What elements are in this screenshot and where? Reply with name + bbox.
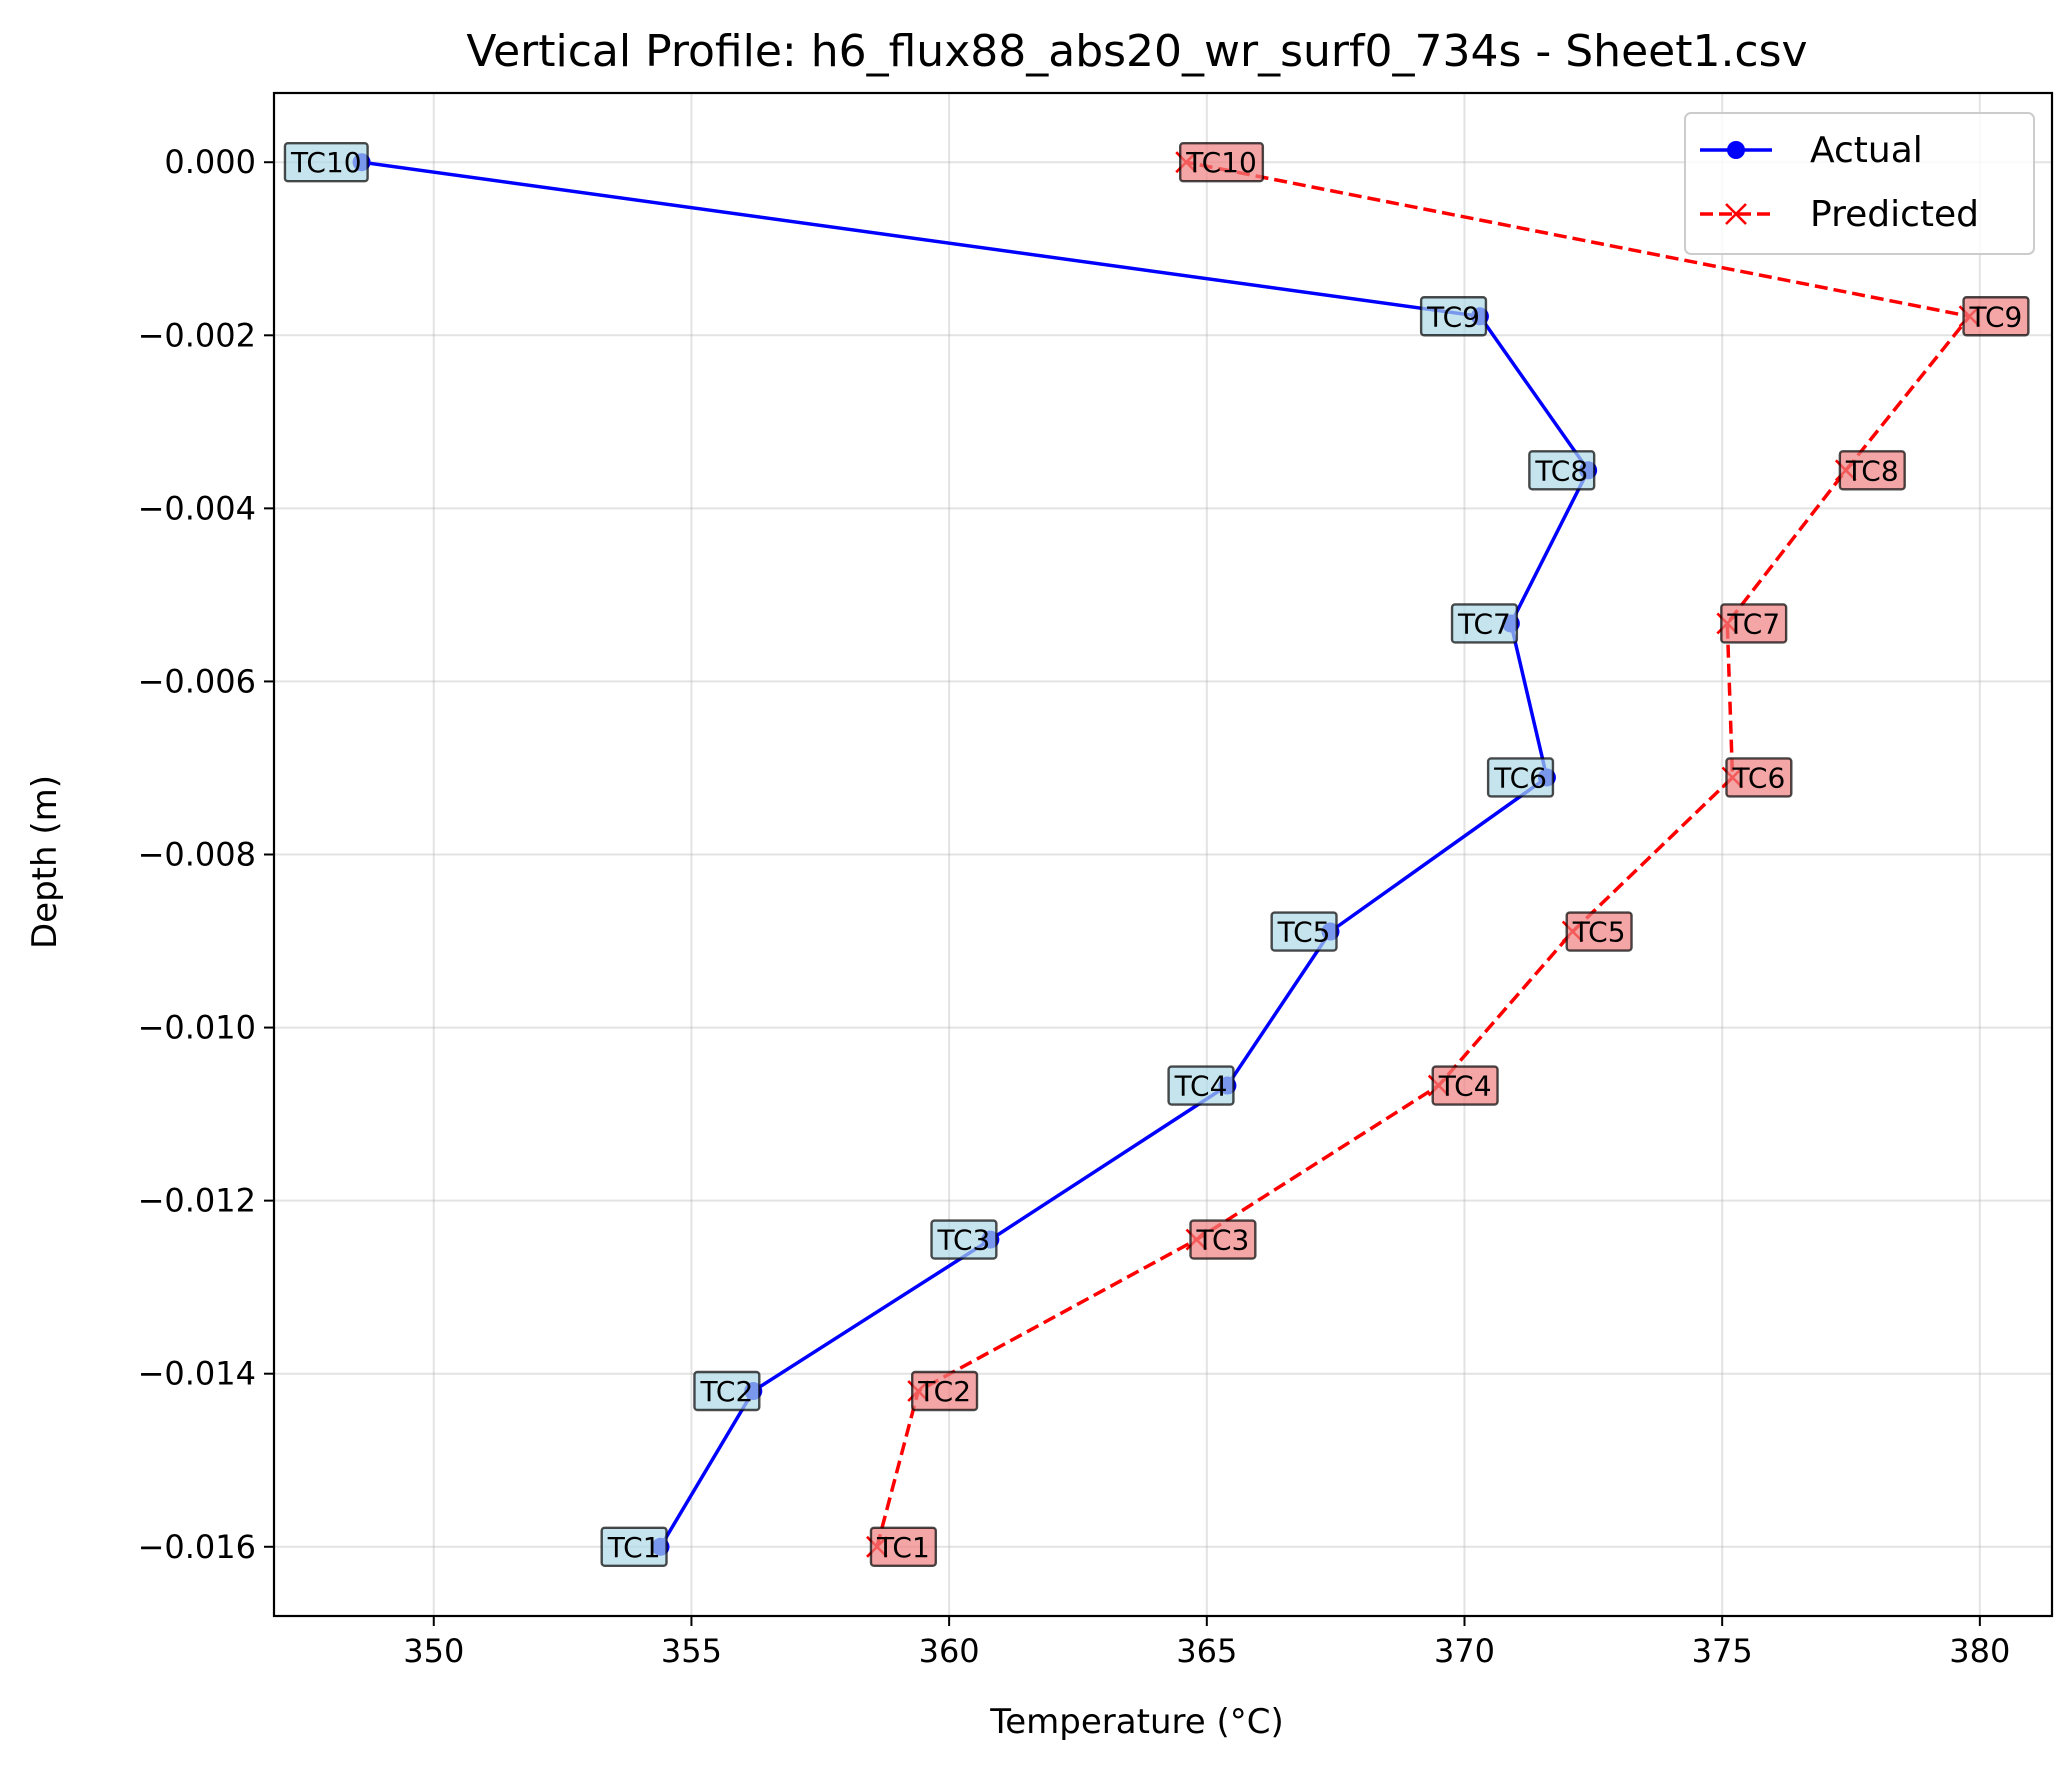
actual-point-label-box xyxy=(930,1219,998,1260)
legend-predicted-marker xyxy=(1725,203,1747,225)
predicted-point-label-box xyxy=(1838,450,1906,491)
legend-predicted-label: Predicted xyxy=(1810,194,1979,235)
predicted-series-line xyxy=(875,160,1972,1548)
legend-actual-label: Actual xyxy=(1810,130,1923,171)
legend: Actual Predicted xyxy=(1684,112,2035,255)
actual-point-label-tc2: TC2 xyxy=(699,1375,753,1408)
predicted-point-label-tc3: TC3 xyxy=(1195,1224,1249,1257)
y-tick-label: −0.004 xyxy=(138,489,256,527)
x-tick-label: 370 xyxy=(1434,1632,1495,1670)
predicted-point-label-box xyxy=(1431,1065,1499,1106)
actual-point-label-tc5: TC5 xyxy=(1277,916,1331,949)
y-axis-label: Depth (m) xyxy=(25,775,65,949)
actual-point-label-box xyxy=(1419,296,1488,337)
actual-point-label-box xyxy=(1486,757,1555,798)
x-tick-label: 360 xyxy=(919,1632,980,1670)
predicted-point-label-tc8: TC8 xyxy=(1845,454,1899,487)
predicted-point-label-tc7: TC7 xyxy=(1726,607,1780,640)
actual-point-label-tc7: TC7 xyxy=(1457,607,1511,640)
predicted-point-label-box xyxy=(911,1370,979,1412)
actual-series-line xyxy=(361,160,1590,1548)
y-tick-label: −0.014 xyxy=(138,1355,256,1393)
legend-box xyxy=(1684,112,2035,255)
actual-point-label-tc6: TC6 xyxy=(1493,761,1547,794)
x-tick-label: 355 xyxy=(661,1632,722,1670)
predicted-point-label-tc9: TC9 xyxy=(1969,300,2023,333)
legend-entries: Actual Predicted xyxy=(1700,130,1979,235)
x-tick-label: 380 xyxy=(1949,1632,2010,1670)
x-axis-ticks: 350 355 360 365 370 375 380 xyxy=(403,1616,2010,1670)
actual-point-label-box xyxy=(693,1370,761,1412)
actual-point-label-box xyxy=(1450,603,1519,644)
actual-point-label-tc1: TC1 xyxy=(607,1531,661,1564)
predicted-point-label-tc4: TC4 xyxy=(1438,1070,1492,1103)
y-tick-label: −0.016 xyxy=(138,1528,256,1566)
actual-point-label-tc9: TC9 xyxy=(1426,300,1480,333)
x-axis-label: Temperature (°C) xyxy=(989,1702,1283,1742)
actual-point-label-box xyxy=(1167,1065,1235,1106)
predicted-point-label-tc1: TC1 xyxy=(876,1531,930,1564)
predicted-point-label-tc10: TC10 xyxy=(1185,146,1257,179)
y-axis-ticks: 0.000 −0.002 −0.004 −0.006 −0.008 −0.010 −0.01… xyxy=(138,143,274,1566)
point-labels-layer: TC1 TC2 TC3 TC4 TC5 TC6 TC7 TC8 TC9 TC10 TC1 TC2 TC3… xyxy=(283,142,2030,1567)
predicted-point-label-box xyxy=(869,1526,938,1567)
y-tick-label: −0.012 xyxy=(138,1182,256,1220)
predicted-point-label-tc6: TC6 xyxy=(1731,761,1785,794)
x-tick-label: 375 xyxy=(1692,1632,1753,1670)
actual-point-label-tc4: TC4 xyxy=(1174,1070,1228,1103)
legend-actual-marker xyxy=(1727,141,1745,159)
y-tick-label: −0.008 xyxy=(138,836,256,874)
actual-point-label-tc8: TC8 xyxy=(1534,454,1588,487)
y-tick-label: 0.000 xyxy=(164,143,256,181)
x-tick-label: 365 xyxy=(1176,1632,1237,1670)
predicted-point-label-box xyxy=(1725,757,1793,798)
y-tick-label: −0.010 xyxy=(138,1009,256,1047)
actual-point-label-box xyxy=(1270,911,1338,952)
predicted-point-label-box xyxy=(1720,603,1788,644)
predicted-point-label-tc2: TC2 xyxy=(917,1375,971,1408)
predicted-point-label-box xyxy=(1178,142,1265,183)
chart-title: Vertical Profile: h6_flux88_abs20_wr_sur… xyxy=(466,26,1807,77)
x-marker-stroke xyxy=(1725,203,1747,225)
predicted-point-label-box xyxy=(1565,911,1633,952)
y-tick-label: −0.002 xyxy=(138,316,256,354)
actual-point-label-box xyxy=(600,1526,668,1567)
predicted-point-label-tc5: TC5 xyxy=(1572,916,1626,949)
y-tick-label: −0.006 xyxy=(138,662,256,700)
grid-lines xyxy=(274,93,2052,1616)
actual-point-label-box xyxy=(283,142,369,183)
actual-point-label-box xyxy=(1528,450,1596,491)
actual-point-label-tc10: TC10 xyxy=(290,146,362,179)
x-tick-label: 350 xyxy=(403,1632,464,1670)
predicted-point-label-box xyxy=(1189,1219,1257,1260)
predicted-point-label-box xyxy=(1962,296,2030,337)
actual-point-label-tc3: TC3 xyxy=(937,1224,991,1257)
